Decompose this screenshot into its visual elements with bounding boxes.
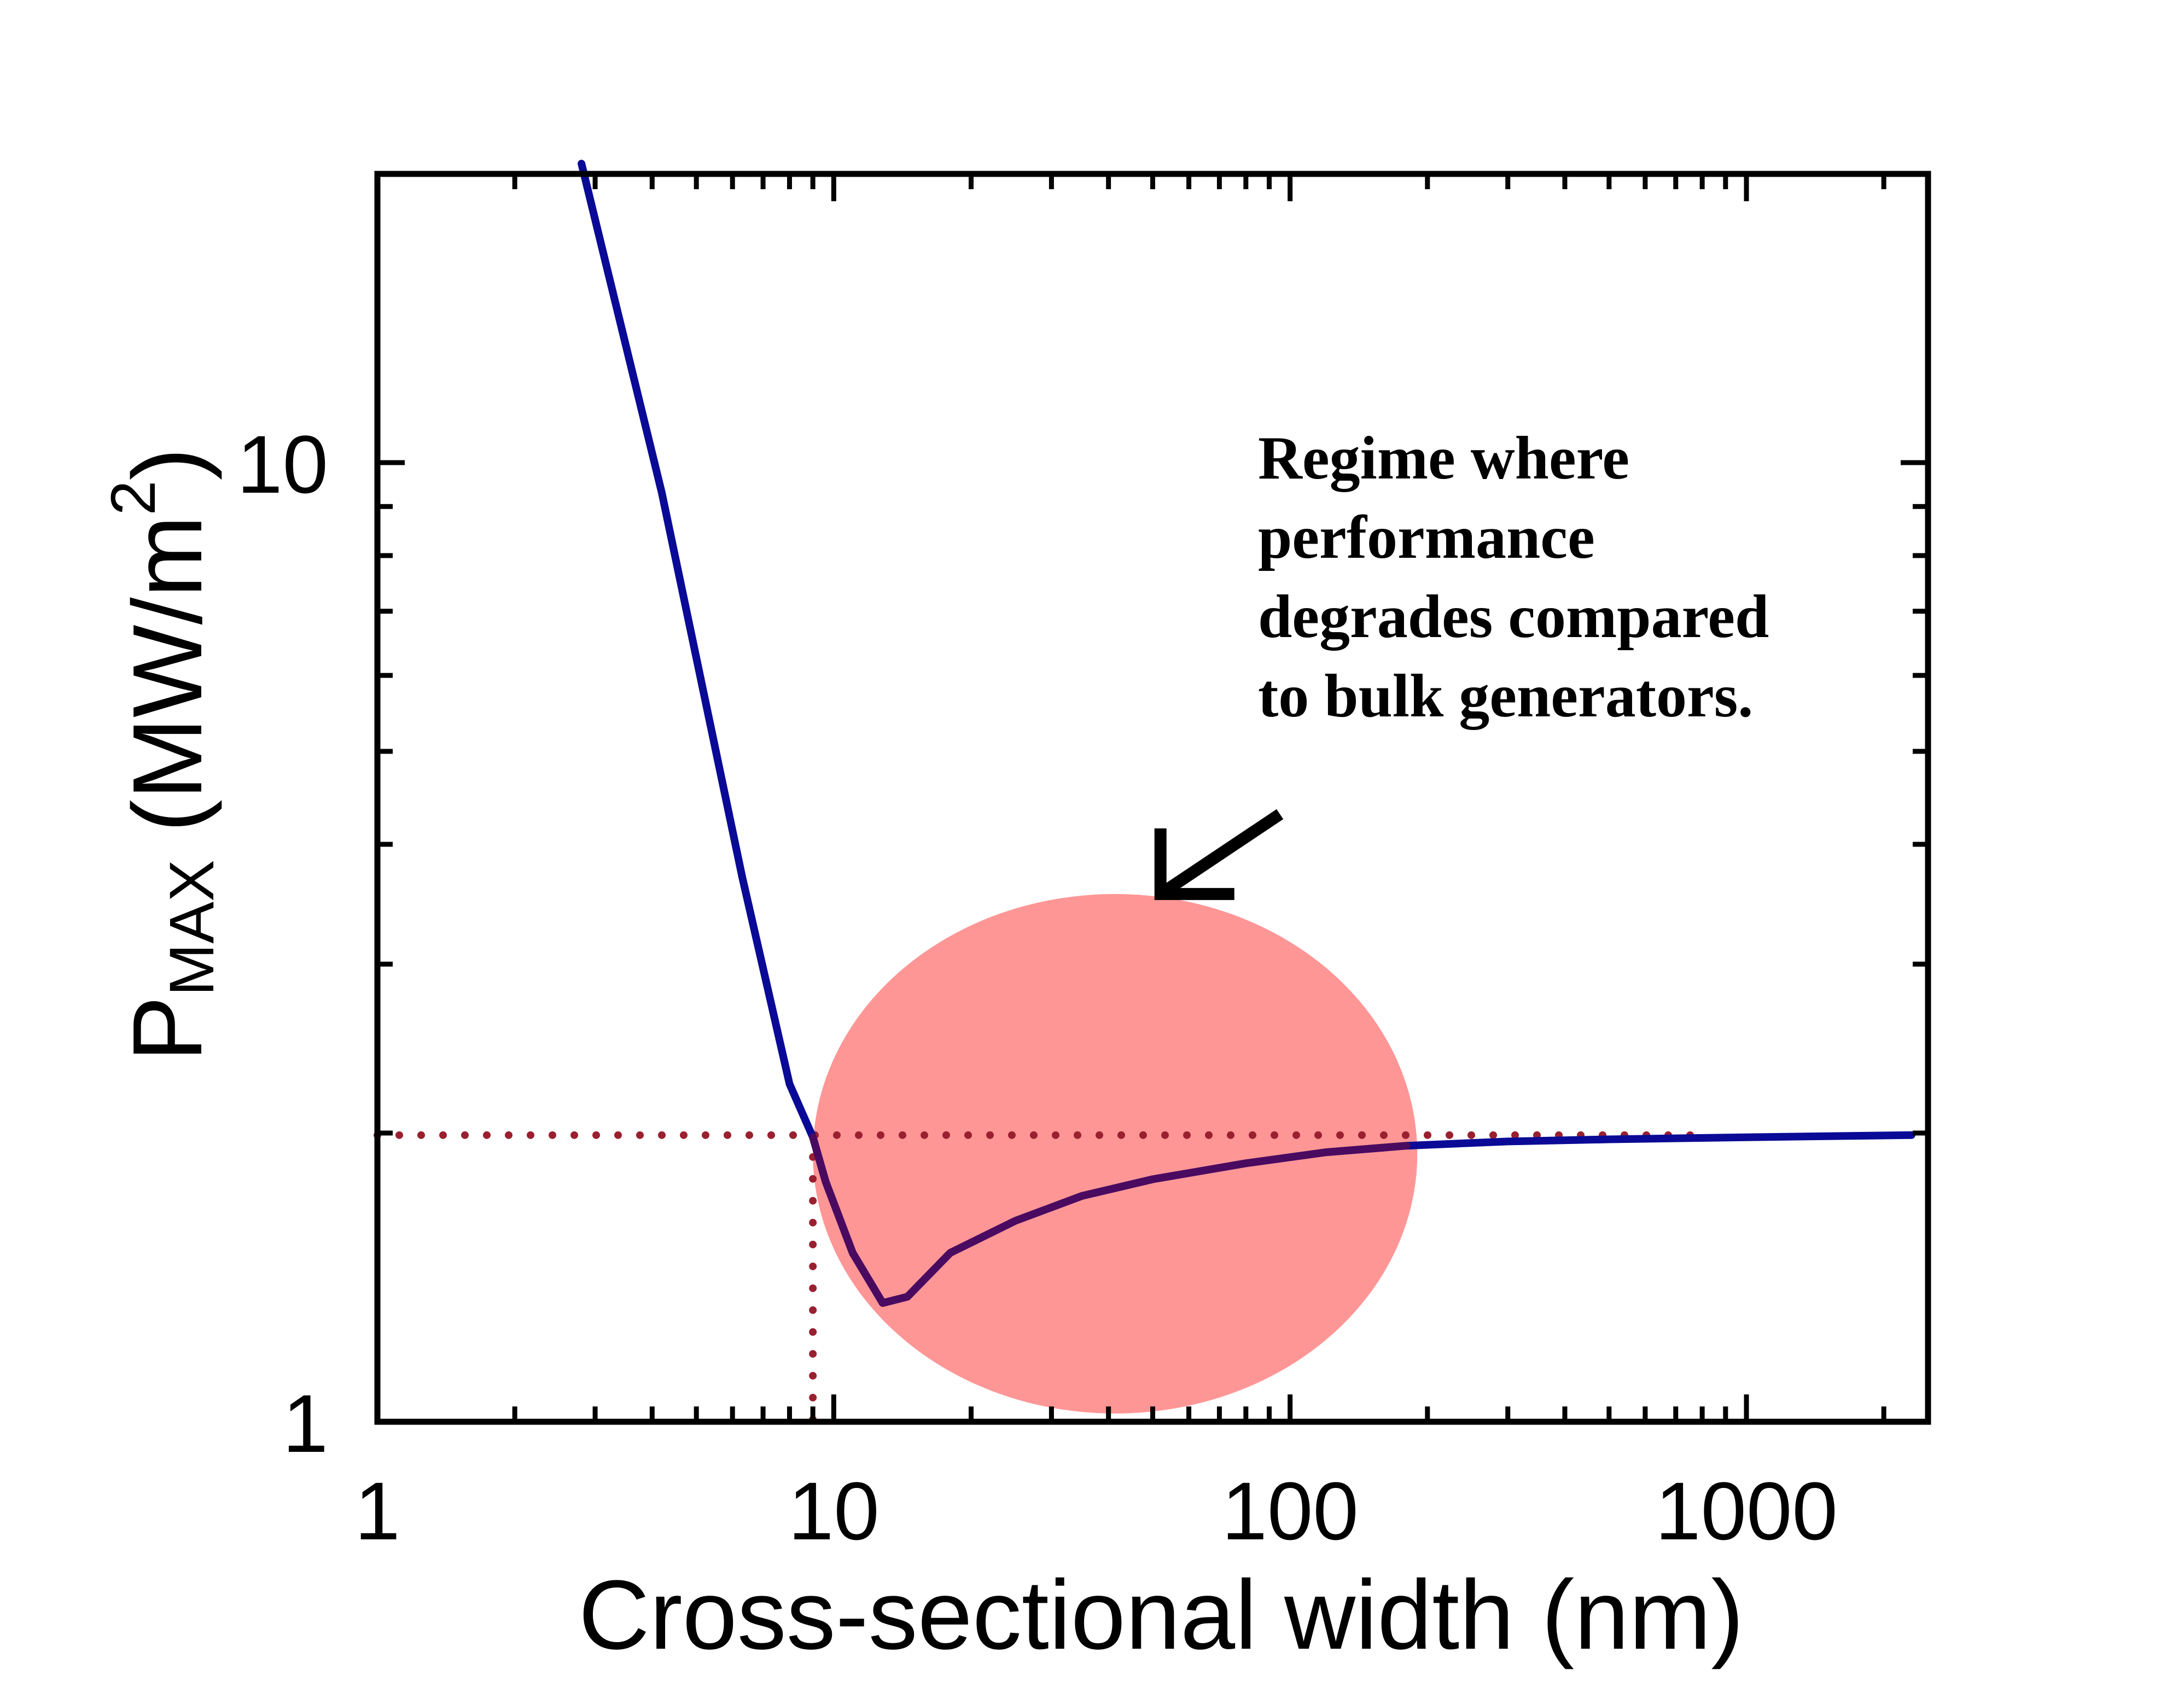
x-tick-label: 1 bbox=[354, 1465, 400, 1557]
x-tick-label: 100 bbox=[1222, 1465, 1359, 1557]
y-axis-title-units-close: ) bbox=[113, 448, 223, 481]
y-axis-title-units: (MW/m bbox=[113, 515, 223, 860]
annotation-line: to bulk generators. bbox=[1258, 662, 1753, 730]
series-line-highlighted-segment bbox=[809, 1133, 1411, 1307]
annotation-line: performance bbox=[1258, 504, 1595, 571]
series-layer bbox=[578, 160, 1915, 1307]
y-axis-title: PMAX (MW/m2) bbox=[98, 448, 227, 1062]
y-tick-label: 1 bbox=[283, 1377, 328, 1469]
annotation-line: Regime where bbox=[1258, 424, 1629, 492]
tick-layer bbox=[375, 171, 1928, 1425]
y-axis-title-superscript: 2 bbox=[98, 480, 168, 515]
highlight-ellipse bbox=[813, 894, 1418, 1414]
arrow-shaft bbox=[1157, 809, 1284, 900]
annotation: Regime where performance degrades compar… bbox=[1154, 424, 1769, 900]
x-axis-title: Cross-sectional width (nm) bbox=[579, 1560, 1744, 1670]
annotation-arrow bbox=[1154, 809, 1284, 900]
reference-lines bbox=[374, 1131, 1707, 1426]
tick-labels: 1 10 100 1000 1 10 bbox=[237, 418, 1838, 1557]
x-tick-label: 10 bbox=[788, 1465, 880, 1557]
x-tick-label: 1000 bbox=[1655, 1465, 1838, 1557]
y-axis-title-subscript: MAX bbox=[157, 860, 227, 996]
arrow-head bbox=[1154, 828, 1234, 900]
highlight-layer bbox=[813, 894, 1418, 1414]
y-axis-title-main: P bbox=[113, 996, 223, 1061]
annotation-line: degrades compared bbox=[1258, 583, 1769, 651]
y-tick-label: 10 bbox=[237, 418, 328, 510]
